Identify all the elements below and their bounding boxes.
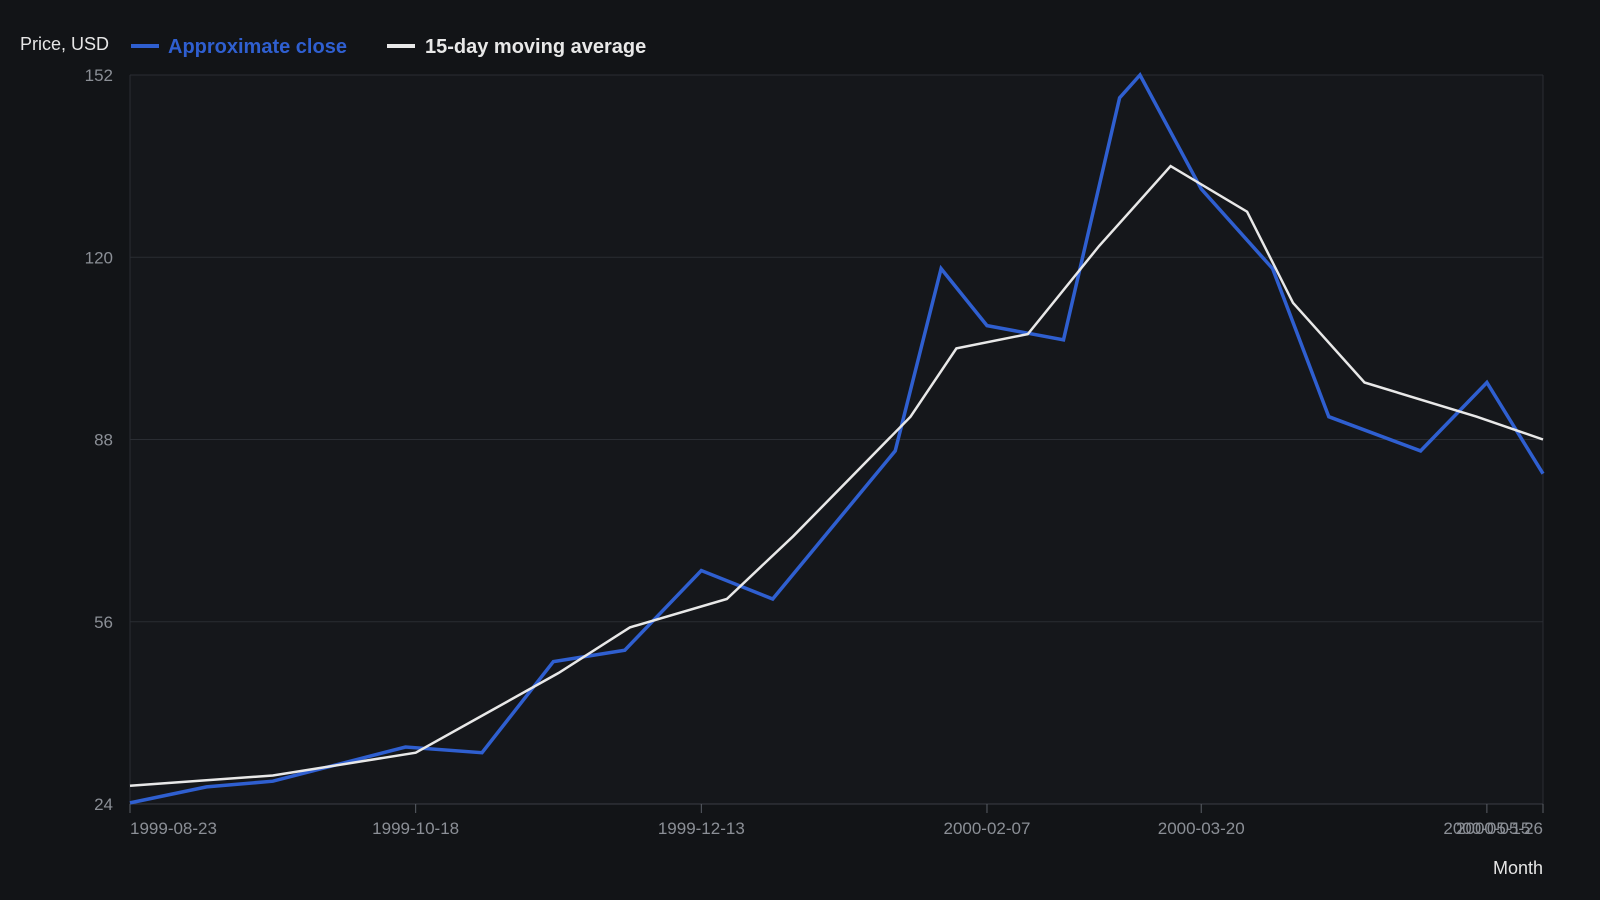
x-tick-label: 2000-05-26 — [1456, 819, 1543, 838]
legend: Approximate close 15-day moving average — [131, 36, 646, 58]
series-line-moving-average — [129, 164, 1544, 788]
x-tick-label: 2000-02-07 — [943, 819, 1030, 838]
x-tick-label: 1999-12-13 — [658, 819, 745, 838]
series-line-close — [129, 71, 1545, 805]
x-tick-label: 2000-05-15 — [1443, 819, 1530, 838]
x-axis-title: Month — [1493, 858, 1543, 878]
x-tick-label: 1999-10-18 — [372, 819, 459, 838]
y-tick-label: 88 — [94, 431, 113, 450]
legend-item-close[interactable]: Approximate close — [131, 36, 347, 58]
y-tick-label: 152 — [85, 66, 113, 85]
x-tick-label: 1999-08-23 — [130, 819, 217, 838]
axes: 24 56 88 120 152 1999-08-23 1999-10-18 1999-12-… — [85, 66, 1544, 838]
legend-item-moving-average[interactable]: 15-day moving average — [387, 36, 646, 58]
legend-label-close: Approximate close — [168, 36, 347, 58]
y-tick-label: 56 — [94, 613, 113, 632]
series — [129, 71, 1545, 805]
legend-label-moving-average: 15-day moving average — [425, 36, 646, 58]
labels: Price, USD Month — [20, 34, 1543, 878]
y-tick-label: 120 — [85, 248, 113, 267]
y-tick-label: 24 — [94, 795, 113, 814]
x-tick-label: 2000-03-20 — [1158, 819, 1245, 838]
y-axis-title: Price, USD — [20, 34, 109, 54]
